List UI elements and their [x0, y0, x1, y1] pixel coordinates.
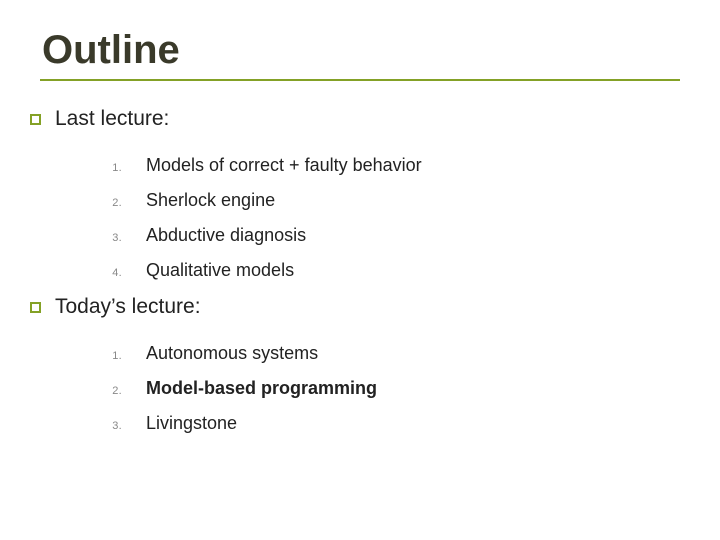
item-number: 3.: [100, 420, 122, 432]
item-text: Models of correct + faulty behavior: [146, 155, 422, 176]
item-text: Qualitative models: [146, 260, 294, 281]
square-bullet-icon: [30, 114, 41, 125]
item-list: 1. Models of correct + faulty behavior 2…: [40, 135, 680, 281]
section-header: Today’s lecture:: [40, 295, 680, 319]
slide-body: Last lecture: 1. Models of correct + fau…: [40, 87, 680, 434]
list-item: 1. Autonomous systems: [100, 343, 680, 364]
slide-title: Outline: [40, 28, 680, 73]
item-text: Sherlock engine: [146, 190, 275, 211]
item-number: 1.: [100, 162, 122, 174]
item-number: 2.: [100, 197, 122, 209]
item-number: 3.: [100, 232, 122, 244]
list-item: 1. Models of correct + faulty behavior: [100, 155, 680, 176]
section-header: Last lecture:: [40, 107, 680, 131]
list-item: 4. Qualitative models: [100, 260, 680, 281]
item-text: Livingstone: [146, 413, 237, 434]
section-label: Last lecture:: [55, 107, 169, 131]
list-item: 3. Livingstone: [100, 413, 680, 434]
item-text: Autonomous systems: [146, 343, 318, 364]
title-underline: [40, 79, 680, 81]
item-number: 1.: [100, 350, 122, 362]
section-label: Today’s lecture:: [55, 295, 201, 319]
item-number: 4.: [100, 267, 122, 279]
square-bullet-icon: [30, 302, 41, 313]
item-list: 1. Autonomous systems 2. Model-based pro…: [40, 323, 680, 434]
item-text: Abductive diagnosis: [146, 225, 306, 246]
list-item: 2. Sherlock engine: [100, 190, 680, 211]
item-number: 2.: [100, 385, 122, 397]
title-block: Outline: [40, 28, 680, 81]
list-item: 2. Model-based programming: [100, 378, 680, 399]
list-item: 3. Abductive diagnosis: [100, 225, 680, 246]
item-text: Model-based programming: [146, 378, 377, 399]
